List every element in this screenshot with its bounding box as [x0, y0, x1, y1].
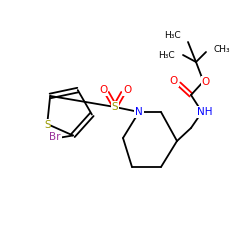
Text: CH₃: CH₃ — [214, 46, 230, 54]
Text: H₃C: H₃C — [158, 50, 175, 59]
Text: N: N — [135, 107, 143, 117]
Text: O: O — [170, 76, 178, 86]
Text: O: O — [99, 85, 107, 95]
Text: H₃C: H₃C — [164, 32, 181, 40]
Text: NH: NH — [197, 107, 213, 117]
Text: S: S — [44, 120, 51, 130]
Text: S: S — [112, 102, 118, 112]
Text: O: O — [123, 85, 131, 95]
Text: Br: Br — [49, 132, 61, 142]
Text: O: O — [202, 77, 210, 87]
